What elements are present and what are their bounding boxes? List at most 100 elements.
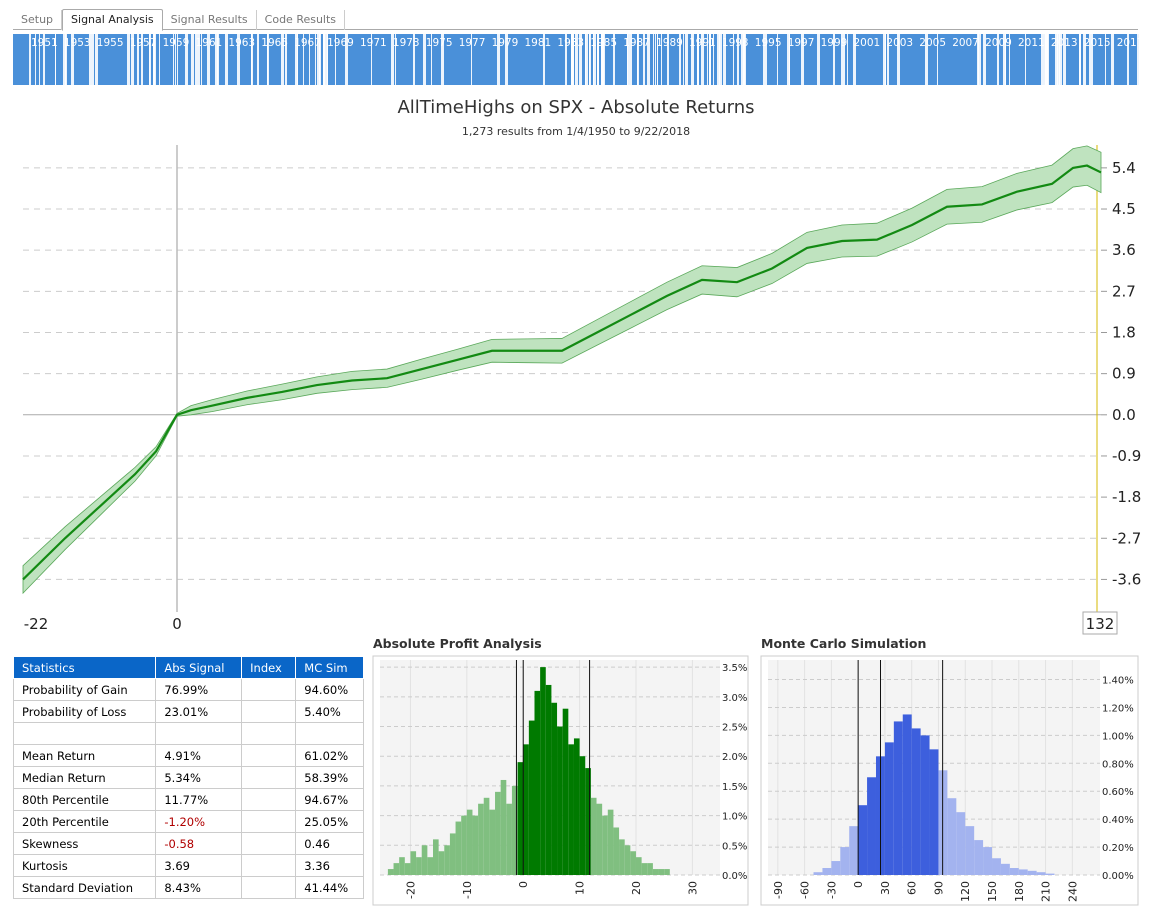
timeline-stripe <box>1003 34 1006 85</box>
histogram-bar <box>472 815 479 875</box>
timeline-stripe <box>215 34 218 85</box>
timeline-stripe <box>701 34 704 85</box>
histogram-bar <box>433 839 439 875</box>
timeline-stripe <box>737 34 739 85</box>
timeline-stripe <box>763 34 765 85</box>
timeline-stripe <box>257 34 259 85</box>
histogram-bar <box>455 821 462 875</box>
histogram-bar <box>528 720 535 875</box>
timeline-stripe <box>841 34 843 85</box>
timeline-stripe <box>1127 34 1129 85</box>
timeline-stripe <box>593 34 596 85</box>
histogram-bar <box>613 827 620 875</box>
panel-title: Absolute Profit Analysis <box>373 636 542 651</box>
histogram-bar <box>658 869 665 875</box>
panel-title: Monte Carlo Simulation <box>761 636 926 651</box>
timeline-stripe <box>543 34 545 85</box>
table-cell <box>241 876 297 899</box>
timeline-stripe <box>237 34 240 85</box>
table-cell: -0.58 <box>155 832 243 855</box>
x-tick-label: 90 <box>932 881 945 895</box>
table-cell: -1.20% <box>155 810 243 833</box>
timeline-stripe <box>431 34 432 85</box>
timeline-stripe <box>1079 34 1081 85</box>
timeline-stripe <box>585 34 588 85</box>
timeline-stripe <box>131 34 134 85</box>
histogram-bar <box>1027 870 1037 875</box>
timeline-stripe <box>566 34 567 85</box>
table-cell <box>241 832 297 855</box>
chart-title: AllTimeHighs on SPX - Absolute Returns <box>397 97 754 118</box>
histogram-bar <box>500 779 507 875</box>
histogram-bar <box>511 785 518 875</box>
timeline-year: 1979 <box>492 37 519 49</box>
histogram-bar <box>461 815 467 875</box>
timeline-stripe <box>35 34 36 85</box>
table-cell: Median Return <box>12 766 157 789</box>
timeline-stripe <box>667 34 669 85</box>
table-cell: 23.01% <box>155 700 243 723</box>
tab[interactable]: Signal Results <box>163 10 257 30</box>
timeline-stripe <box>195 34 197 85</box>
table-cell: 20th Percentile <box>12 810 157 833</box>
timeline-stripe <box>1025 34 1026 85</box>
y-tick-label: -2.7 <box>1112 529 1141 547</box>
histogram-bar <box>956 812 966 875</box>
histogram-bar <box>557 726 563 875</box>
histogram-bar <box>893 721 903 875</box>
x-tick-label: -30 <box>825 881 838 899</box>
timeline-stripe <box>597 34 599 85</box>
timeline-stripe <box>1059 34 1062 85</box>
y-tick-label: -1.8 <box>1112 488 1141 506</box>
timeline-stripe <box>741 34 744 85</box>
y-tick-label: 1.20% <box>1102 703 1134 714</box>
x-tick-label: 0 <box>172 615 182 633</box>
histogram-bar <box>1045 873 1055 875</box>
histogram-bar <box>920 735 930 875</box>
timeline-stripe <box>217 34 219 85</box>
x-tick-label: 150 <box>986 881 999 902</box>
timeline-stripe <box>589 34 591 85</box>
column-header: Statistics <box>12 656 157 679</box>
histogram-bar <box>1036 872 1046 875</box>
timeline-stripe <box>201 34 202 85</box>
timeline-stripe <box>193 34 194 85</box>
histogram-bar <box>992 858 1001 875</box>
tab[interactable]: Code Results <box>257 10 346 30</box>
tab[interactable]: Signal Analysis <box>62 9 163 31</box>
timeline-stripe <box>497 34 500 85</box>
timeline-stripe <box>395 34 396 85</box>
timeline-stripe <box>601 34 604 85</box>
timeline-stripe <box>983 34 986 85</box>
timeline-year: 1973 <box>393 37 420 49</box>
timeline-stripe <box>629 34 632 85</box>
table-cell <box>12 722 157 745</box>
table-cell: 4.91% <box>155 744 243 767</box>
table-cell <box>241 700 297 723</box>
timeline-stripe <box>91 34 94 85</box>
timeline-stripe <box>441 34 444 85</box>
timeline-stripe <box>571 34 574 85</box>
histogram-bar <box>884 742 894 875</box>
timeline-stripe <box>197 34 200 85</box>
histogram-bar <box>393 863 400 875</box>
tab[interactable]: Setup <box>13 10 63 30</box>
timeline-year: 1971 <box>360 37 387 49</box>
timeline-stripe <box>883 34 886 85</box>
timeline-stripe <box>225 34 227 85</box>
timeline-stripe <box>575 34 578 85</box>
statistics-table: Statistics Abs Signal Index MC Sim Probabili… <box>12 656 364 899</box>
table-cell <box>241 722 297 745</box>
histogram-bar <box>929 749 939 875</box>
timeline-stripe <box>39 34 40 85</box>
timeline-stripe <box>1041 34 1043 85</box>
timeline-stripe <box>227 34 228 85</box>
histogram-bar <box>545 684 552 875</box>
timeline-stripe <box>1009 34 1010 85</box>
table-cell: 3.69 <box>155 854 243 877</box>
histogram-bar <box>867 777 876 875</box>
x-tick-label: 120 <box>959 881 972 902</box>
histogram-bar <box>840 847 850 875</box>
table-cell: 58.39% <box>295 766 364 789</box>
